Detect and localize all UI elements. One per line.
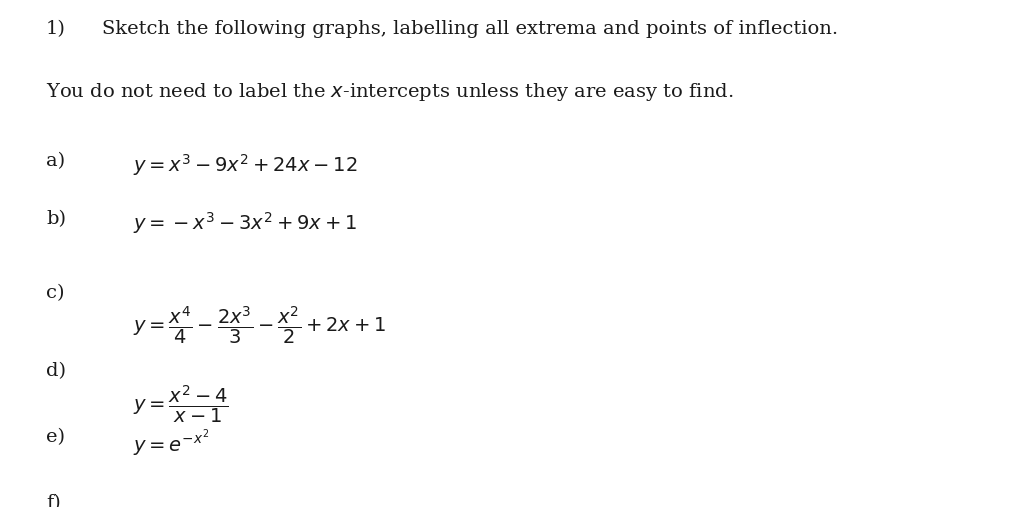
Text: You do not need to label the $x$-intercepts unless they are easy to find.: You do not need to label the $x$-interce… [46, 81, 733, 103]
Text: b): b) [46, 210, 67, 229]
Text: $y = -x^3 - 3x^2 + 9x + 1$: $y = -x^3 - 3x^2 + 9x + 1$ [133, 210, 357, 236]
Text: Sketch the following graphs, labelling all extrema and points of inflection.: Sketch the following graphs, labelling a… [102, 20, 839, 39]
Text: d): d) [46, 363, 67, 381]
Text: 1): 1) [46, 20, 66, 39]
Text: $y = x^3 - 9x^2 + 24x - 12$: $y = x^3 - 9x^2 + 24x - 12$ [133, 152, 357, 178]
Text: f): f) [46, 494, 60, 507]
Text: $y = e^{-x^2}$: $y = e^{-x^2}$ [133, 428, 209, 459]
Text: a): a) [46, 152, 66, 170]
Text: c): c) [46, 284, 65, 302]
Text: $y = \dfrac{x^2 - 4}{x - 1}$: $y = \dfrac{x^2 - 4}{x - 1}$ [133, 383, 229, 425]
Text: $y = \dfrac{x^4}{4} - \dfrac{2x^3}{3} - \dfrac{x^2}{2} + 2x + 1$: $y = \dfrac{x^4}{4} - \dfrac{2x^3}{3} - … [133, 304, 386, 346]
Text: e): e) [46, 428, 66, 447]
